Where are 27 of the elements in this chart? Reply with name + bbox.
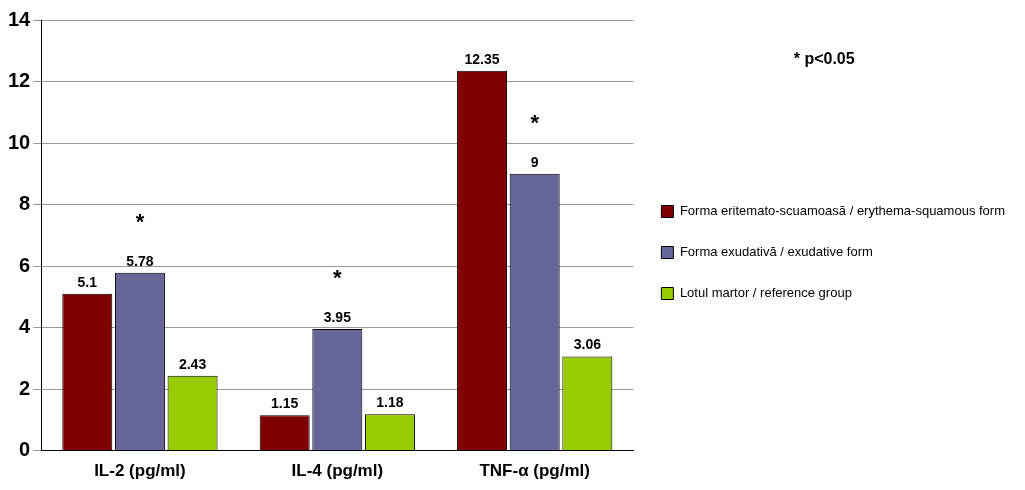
data-label: 1.15 [271, 395, 299, 412]
y-tick-label: 10 [8, 130, 31, 153]
text: * p<0.05 [793, 50, 855, 68]
y-tick-label: 8 [19, 192, 31, 215]
data-label: 1.18 [376, 394, 404, 411]
y-tick-label: 12 [8, 69, 31, 92]
annotation: * [530, 109, 540, 135]
data-label: 9 [530, 153, 539, 170]
y-tick-label: 4 [19, 315, 32, 338]
annotation: * [135, 208, 145, 234]
data-label: 2.43 [178, 355, 207, 372]
data-label: 3.95 [323, 308, 352, 325]
annotation: * [333, 265, 343, 291]
legend-label: Lotul martor / reference group [679, 285, 852, 301]
y-tick-label: 2 [19, 376, 31, 399]
x-tick-label: TNF-α (pg/ml) [479, 461, 590, 481]
data-label: 5.1 [77, 273, 98, 290]
y-tick-label: 14 [8, 7, 32, 30]
data-label: 5.78 [126, 252, 154, 269]
x-tick-label: IL-2 (pg/ml) [94, 461, 186, 481]
legend-label: Forma exudativă / exudative form [679, 244, 873, 260]
x-tick-label: IL-4 (pg/ml) [291, 461, 384, 481]
y-tick-label: 0 [19, 438, 31, 461]
legend-label: Forma eritemato-scuamoasă / erythema-squamous form [679, 203, 1006, 219]
y-tick-label: 6 [19, 253, 31, 276]
data-label: 3.06 [573, 336, 602, 353]
data-label: 12.35 [464, 50, 500, 67]
